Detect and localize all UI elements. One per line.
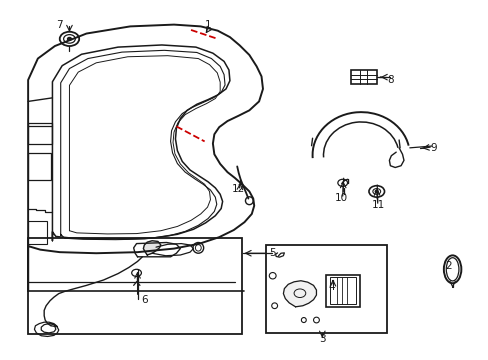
Text: 9: 9 xyxy=(430,143,437,153)
Bar xyxy=(28,221,46,244)
Circle shape xyxy=(67,37,71,40)
Text: 5: 5 xyxy=(269,248,275,258)
Text: 10: 10 xyxy=(334,193,347,203)
Text: 8: 8 xyxy=(386,75,393,85)
Bar xyxy=(28,123,52,144)
Bar xyxy=(28,153,51,180)
Bar xyxy=(351,70,376,84)
Text: 4: 4 xyxy=(328,282,335,292)
Bar xyxy=(325,275,360,307)
Text: 1: 1 xyxy=(204,19,211,30)
Text: 11: 11 xyxy=(371,200,384,210)
Polygon shape xyxy=(283,281,316,307)
Polygon shape xyxy=(143,241,161,255)
Bar xyxy=(329,277,356,304)
Bar xyxy=(28,238,242,334)
Text: 3: 3 xyxy=(318,334,325,344)
Text: 7: 7 xyxy=(56,19,63,30)
Circle shape xyxy=(374,190,377,193)
Text: 2: 2 xyxy=(445,261,451,271)
Text: 12: 12 xyxy=(232,184,245,194)
Text: 6: 6 xyxy=(141,295,148,305)
Bar xyxy=(266,246,386,333)
